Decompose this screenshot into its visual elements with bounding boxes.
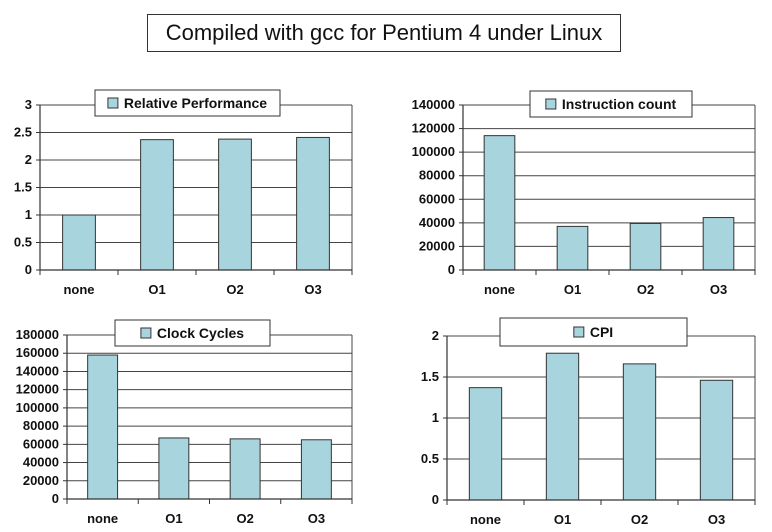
y-tick-label: 2 <box>432 328 439 343</box>
x-category-label: none <box>87 511 118 526</box>
x-category-label: O1 <box>165 511 182 526</box>
x-category-label: O1 <box>564 282 581 297</box>
y-tick-label: 120000 <box>16 382 59 397</box>
y-tick-label: 80000 <box>23 418 59 433</box>
bar-o1 <box>545 352 580 501</box>
y-tick-label: 40000 <box>419 215 455 230</box>
legend-box <box>529 90 693 118</box>
legend-swatch <box>107 97 119 109</box>
bar-none <box>483 135 516 271</box>
bar-o3 <box>699 379 734 501</box>
bar-none <box>468 387 503 501</box>
y-tick-label: 1.5 <box>14 180 32 195</box>
x-category-label: O3 <box>708 512 725 527</box>
y-tick-label: 0.5 <box>14 235 32 250</box>
y-tick-label: 60000 <box>419 191 455 206</box>
x-category-label: O2 <box>226 282 243 297</box>
legend-swatch <box>545 98 557 110</box>
legend-swatch <box>573 326 585 338</box>
y-tick-label: 140000 <box>412 97 455 112</box>
bar-o2 <box>218 138 252 271</box>
y-tick-label: 20000 <box>419 238 455 253</box>
y-tick-label: 0 <box>448 262 455 277</box>
y-tick-label: 0 <box>52 491 59 506</box>
legend-swatch <box>140 327 152 339</box>
y-tick-label: 3 <box>25 97 32 112</box>
bar-o2 <box>622 363 657 501</box>
y-tick-label: 2.5 <box>14 125 32 140</box>
y-tick-label: 100000 <box>16 400 59 415</box>
y-tick-label: 0.5 <box>421 451 439 466</box>
page-title: Compiled with gcc for Pentium 4 under Li… <box>147 14 621 52</box>
y-tick-label: 140000 <box>16 363 59 378</box>
y-tick-label: 0 <box>432 492 439 507</box>
legend-label: Relative Performance <box>124 95 267 111</box>
y-tick-label: 20000 <box>23 473 59 488</box>
x-category-label: O3 <box>710 282 727 297</box>
y-tick-label: 80000 <box>419 168 455 183</box>
legend-label: CPI <box>590 324 613 340</box>
y-tick-label: 1.5 <box>421 369 439 384</box>
y-tick-label: 180000 <box>16 327 59 342</box>
x-category-label: O2 <box>236 511 253 526</box>
x-category-label: none <box>470 512 501 527</box>
y-tick-label: 60000 <box>23 436 59 451</box>
x-category-label: none <box>484 282 515 297</box>
y-tick-label: 1 <box>25 207 32 222</box>
x-category-label: O2 <box>637 282 654 297</box>
x-category-label: O1 <box>148 282 165 297</box>
legend-label: Instruction count <box>562 96 677 112</box>
legend-box <box>499 317 688 347</box>
y-tick-label: 40000 <box>23 455 59 470</box>
x-category-label: O3 <box>308 511 325 526</box>
bar-o3 <box>296 136 330 271</box>
x-category-label: none <box>63 282 94 297</box>
y-tick-label: 100000 <box>412 144 455 159</box>
legend-label: Clock Cycles <box>157 325 244 341</box>
y-tick-label: 2 <box>25 152 32 167</box>
y-tick-label: 160000 <box>16 345 59 360</box>
x-category-label: O1 <box>554 512 571 527</box>
y-tick-label: 0 <box>25 262 32 277</box>
bar-o2 <box>229 438 261 500</box>
bar-none <box>62 214 96 271</box>
legend-box <box>114 319 271 347</box>
bar-o1 <box>158 437 190 500</box>
y-tick-label: 120000 <box>412 121 455 136</box>
x-category-label: O3 <box>304 282 321 297</box>
x-category-label: O2 <box>631 512 648 527</box>
bar-o2 <box>629 222 662 271</box>
bar-none <box>87 354 119 500</box>
y-tick-label: 1 <box>432 410 439 425</box>
legend-box <box>94 89 281 117</box>
